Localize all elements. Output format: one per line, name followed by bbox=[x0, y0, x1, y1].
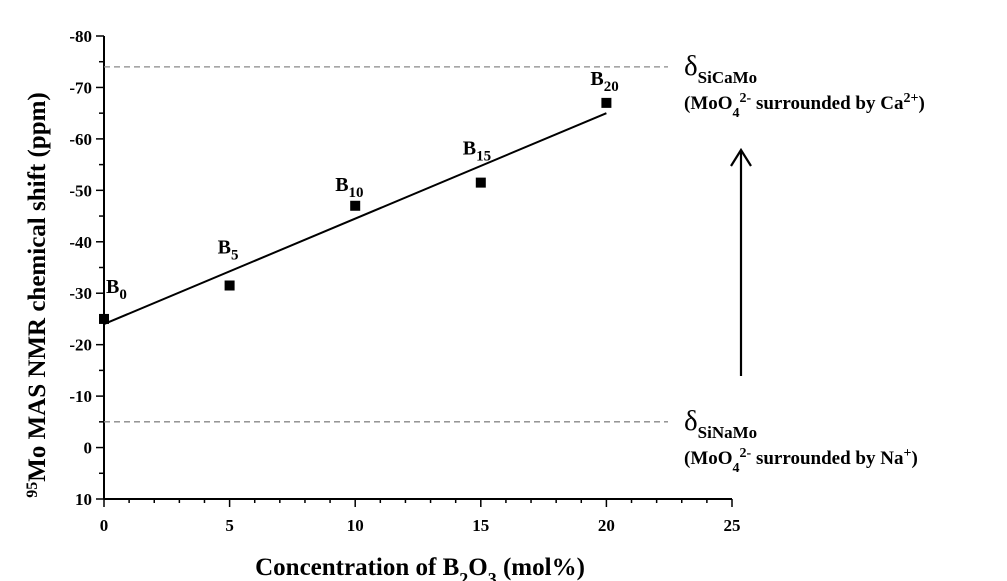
x-tick-label: 5 bbox=[225, 516, 234, 535]
x-tick-label: 15 bbox=[472, 516, 489, 535]
x-axis-title-sub: 3 bbox=[488, 569, 497, 581]
trendline-group bbox=[103, 112, 607, 326]
point-label-sub: 15 bbox=[476, 149, 491, 165]
x-tick-label: 0 bbox=[100, 516, 109, 535]
y-axis-title-text: Mo MAS NMR chemical shift (ppm) bbox=[24, 92, 51, 482]
y-tick-label: -60 bbox=[69, 130, 92, 149]
reference-note-sup: 2- bbox=[740, 445, 752, 460]
reference-note-text: ) bbox=[918, 93, 924, 114]
reference-symbol-char: δ bbox=[684, 50, 698, 82]
point-label-sub: 0 bbox=[119, 287, 127, 303]
y-tick-label: 0 bbox=[84, 439, 93, 458]
x-tick-label: 20 bbox=[598, 516, 615, 535]
x-tick-label: 25 bbox=[724, 516, 741, 535]
point-label-sub: 5 bbox=[231, 248, 239, 264]
data-point bbox=[99, 313, 109, 324]
data-point bbox=[475, 177, 486, 188]
reference-note-sup: 2+ bbox=[903, 90, 918, 105]
data-point bbox=[601, 97, 612, 108]
reference-note-text: ) bbox=[911, 448, 917, 469]
x-axis-title-sub: 2 bbox=[459, 569, 468, 581]
reference-note-text: (MoO bbox=[684, 93, 733, 114]
point-label-text: B bbox=[463, 138, 476, 160]
point-label-text: B bbox=[335, 174, 348, 196]
point-label-text: B bbox=[590, 68, 603, 90]
point-label-sub: 20 bbox=[604, 79, 619, 95]
x-axis-title: Concentration of B2O3 (mol%) bbox=[255, 554, 585, 581]
point-label: B15 bbox=[463, 138, 491, 165]
point-label-text: B bbox=[106, 276, 119, 298]
reference-note-text: surrounded by Ca bbox=[751, 93, 904, 114]
reference-symbol-sub: SiNaMo bbox=[698, 423, 758, 442]
reference-symbol-sub: SiCaMo bbox=[698, 68, 758, 87]
up-arrow bbox=[730, 147, 752, 376]
reference-lines: δSiCaMo(MoO42- surrounded by Ca2+)δSiNaM… bbox=[104, 50, 925, 475]
y-tick-label: -80 bbox=[69, 27, 92, 46]
x-axis-title-text: (mol%) bbox=[497, 554, 585, 581]
reference-note-sub: 4 bbox=[733, 105, 740, 120]
reference-symbol: δSiNaMo bbox=[684, 405, 757, 442]
y-tick-label: -50 bbox=[69, 181, 92, 200]
point-label: B0 bbox=[106, 276, 127, 303]
y-axis-title: 95Mo MAS NMR chemical shift (ppm) bbox=[24, 92, 52, 498]
reference-note-text: surrounded by Na bbox=[751, 448, 904, 469]
reference-note: (MoO42- surrounded by Ca2+) bbox=[684, 90, 925, 120]
y-tick-label: -40 bbox=[69, 233, 92, 252]
y-tick-label: -70 bbox=[69, 78, 92, 97]
x-axis-title-text: O bbox=[468, 554, 487, 581]
x-tick-label: 10 bbox=[347, 516, 364, 535]
axes: 100-10-20-30-40-50-60-70-800 5 10 15 20 25Con… bbox=[24, 27, 741, 581]
x-axis-title-text: Concentration of B bbox=[255, 554, 459, 581]
reference-note-text: (MoO bbox=[684, 448, 733, 469]
reference-symbol: δSiCaMo bbox=[684, 50, 757, 87]
point-label-sub: 10 bbox=[349, 185, 364, 201]
y-tick-label: -10 bbox=[69, 387, 92, 406]
data-point bbox=[350, 200, 361, 211]
reference-note: (MoO42- surrounded by Na+) bbox=[684, 445, 918, 475]
data-point bbox=[224, 280, 235, 291]
point-label-text: B bbox=[218, 237, 231, 259]
reference-note-sup: 2- bbox=[740, 90, 752, 105]
point-label: B20 bbox=[590, 68, 618, 95]
y-tick-label: 10 bbox=[75, 490, 92, 509]
reference-symbol-char: δ bbox=[684, 405, 698, 437]
point-label: B5 bbox=[218, 237, 239, 264]
up-arrow-head bbox=[730, 147, 752, 167]
data-points bbox=[99, 97, 612, 324]
reference-note-sub: 4 bbox=[733, 460, 740, 475]
reference-note-sup: + bbox=[903, 445, 911, 460]
y-tick-label: -20 bbox=[69, 336, 92, 355]
y-axis-title-sup: 95 bbox=[24, 482, 41, 498]
trendline bbox=[103, 112, 607, 326]
point-label: B10 bbox=[335, 174, 363, 201]
y-tick-label: -30 bbox=[69, 284, 92, 303]
